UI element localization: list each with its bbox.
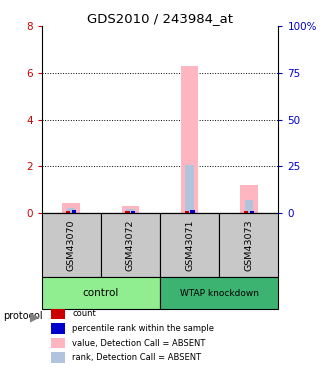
Text: percentile rank within the sample: percentile rank within the sample: [72, 324, 214, 333]
Bar: [62, 203, 80, 213]
Bar: [122, 206, 139, 213]
Bar: [160, 277, 278, 309]
Bar: [51, 309, 65, 319]
Text: ▶: ▶: [30, 310, 40, 323]
Text: protocol: protocol: [3, 311, 43, 321]
Text: WTAP knockdown: WTAP knockdown: [180, 289, 259, 298]
Bar: [131, 211, 135, 213]
Text: GSM43070: GSM43070: [67, 219, 76, 271]
Bar: [126, 209, 134, 213]
Bar: [160, 213, 219, 277]
Bar: [181, 66, 198, 213]
Bar: [240, 185, 258, 213]
Title: GDS2010 / 243984_at: GDS2010 / 243984_at: [87, 12, 233, 25]
Bar: [42, 213, 101, 277]
Bar: [51, 338, 65, 348]
Text: GSM43071: GSM43071: [185, 219, 194, 271]
Bar: [51, 352, 65, 363]
Bar: [101, 213, 160, 277]
Bar: [42, 277, 160, 309]
Text: GSM43072: GSM43072: [126, 219, 135, 271]
Bar: [250, 211, 254, 213]
Bar: [185, 211, 189, 213]
Bar: [186, 165, 194, 213]
Bar: [190, 210, 195, 213]
Text: GSM43073: GSM43073: [244, 219, 253, 271]
Text: rank, Detection Call = ABSENT: rank, Detection Call = ABSENT: [72, 353, 202, 362]
Bar: [66, 211, 70, 213]
Bar: [67, 208, 75, 213]
Text: count: count: [72, 309, 96, 318]
Bar: [244, 211, 248, 213]
Bar: [51, 323, 65, 334]
Bar: [125, 211, 130, 213]
Text: value, Detection Call = ABSENT: value, Detection Call = ABSENT: [72, 339, 206, 348]
Bar: [219, 213, 278, 277]
Bar: [72, 210, 76, 213]
Bar: [245, 200, 253, 213]
Text: control: control: [83, 288, 119, 298]
